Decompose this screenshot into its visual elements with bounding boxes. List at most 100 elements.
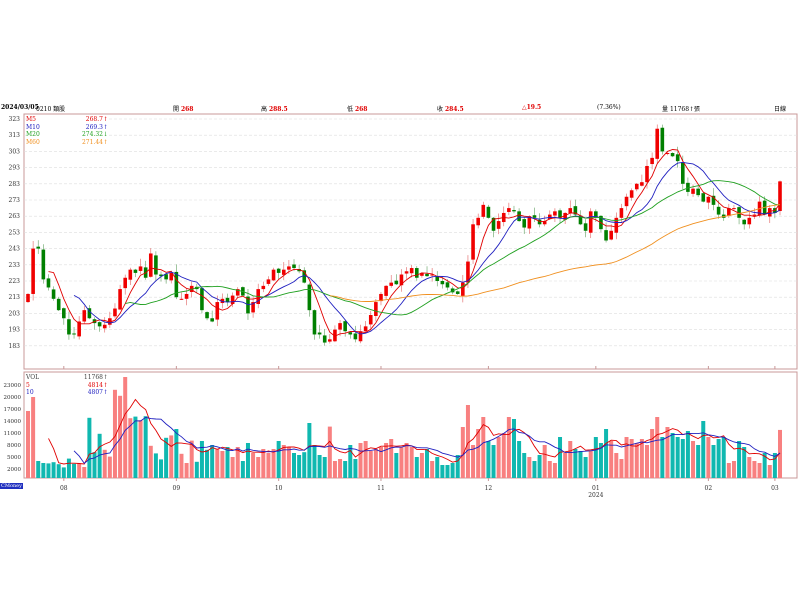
volume-bar bbox=[685, 431, 690, 478]
low-label: 低 bbox=[347, 106, 354, 113]
period-selector[interactable]: 日線 bbox=[774, 106, 787, 113]
candle-body bbox=[711, 195, 716, 205]
candle-body bbox=[148, 253, 153, 277]
volume-tick-label: 2000 bbox=[7, 467, 21, 473]
volume-bar bbox=[348, 445, 353, 478]
candle-body bbox=[174, 271, 179, 298]
candle-body bbox=[507, 208, 511, 212]
volume-bar bbox=[598, 443, 603, 478]
candle-body bbox=[614, 217, 619, 233]
volume-bar bbox=[373, 449, 378, 478]
volume-bar bbox=[726, 463, 731, 478]
candle-body bbox=[235, 289, 240, 296]
volume-bar bbox=[378, 447, 383, 478]
volume-bar bbox=[609, 441, 614, 478]
candle-body bbox=[537, 219, 542, 225]
volume-bar bbox=[481, 417, 486, 478]
candle-body bbox=[609, 230, 613, 240]
candle-body bbox=[409, 268, 414, 274]
candle-body bbox=[41, 249, 46, 280]
volume-bar bbox=[670, 433, 675, 478]
candle-body bbox=[230, 295, 235, 305]
candle-body bbox=[440, 281, 445, 285]
candle-body bbox=[732, 208, 736, 210]
volume-bar bbox=[471, 445, 476, 478]
candle-body bbox=[461, 282, 465, 296]
volume-bar bbox=[522, 453, 527, 478]
candle-body bbox=[675, 154, 680, 162]
volume-bar bbox=[107, 456, 112, 478]
volume-bar bbox=[762, 453, 767, 478]
volume-bar bbox=[737, 441, 742, 478]
legend-name: 5 bbox=[26, 381, 30, 389]
volume-bar bbox=[742, 447, 747, 478]
volume-bar bbox=[731, 461, 736, 478]
cmoney-brand[interactable]: CMoney bbox=[0, 483, 23, 489]
candle-body bbox=[517, 211, 521, 222]
legend-value: 274.32↓ bbox=[81, 131, 108, 138]
volume-bar bbox=[675, 437, 680, 478]
price-tick-label: 313 bbox=[9, 132, 21, 139]
volume-bar bbox=[56, 464, 61, 478]
candle-body bbox=[691, 188, 695, 194]
volume-bar bbox=[593, 437, 598, 478]
candle-body bbox=[113, 308, 117, 317]
volume-bar bbox=[281, 445, 286, 478]
volume-bar bbox=[465, 405, 470, 478]
legend-name: M10 bbox=[26, 123, 40, 131]
candle-body bbox=[26, 293, 30, 303]
volume-bar bbox=[123, 377, 128, 478]
price-tick-label: 243 bbox=[9, 246, 21, 253]
candle-body bbox=[573, 206, 578, 215]
candle-body bbox=[164, 274, 168, 280]
candle-body bbox=[368, 315, 373, 325]
month-label: 02 bbox=[705, 485, 713, 492]
volume-bar bbox=[343, 461, 348, 478]
volume-bar bbox=[184, 463, 189, 478]
volume-bar bbox=[399, 447, 404, 478]
volume-bar bbox=[31, 393, 36, 478]
volume-bar bbox=[307, 423, 312, 478]
candle-body bbox=[578, 215, 583, 225]
candle-body bbox=[338, 323, 342, 330]
volume-bar bbox=[747, 457, 752, 478]
volume-tick-label: 17000 bbox=[4, 407, 22, 413]
candle-body bbox=[281, 269, 286, 275]
candle-body bbox=[36, 246, 41, 249]
candle-body bbox=[46, 278, 51, 288]
volume-bar bbox=[552, 463, 557, 478]
volume-bar bbox=[230, 457, 235, 478]
candle-body bbox=[205, 312, 209, 319]
legend-m20: M20 274.32↓ bbox=[26, 131, 108, 139]
volume-bar bbox=[133, 416, 138, 478]
volume-bar bbox=[245, 443, 250, 478]
volume-bar bbox=[286, 447, 291, 478]
volume-bar bbox=[583, 457, 588, 478]
volume-bar bbox=[767, 465, 772, 478]
volume-bar bbox=[691, 441, 696, 478]
volume-bar bbox=[619, 459, 624, 478]
high-value: 288.5 bbox=[268, 106, 288, 113]
candle-body bbox=[629, 190, 634, 198]
volume-bar bbox=[414, 457, 419, 478]
candle-body bbox=[317, 332, 322, 335]
legend-m10: M10 269.3↑ bbox=[26, 124, 108, 132]
candle-body bbox=[542, 221, 547, 225]
volume-bar bbox=[235, 447, 240, 478]
high-label: 高 bbox=[261, 106, 268, 113]
volume-bar bbox=[706, 437, 711, 478]
volume-bar bbox=[435, 457, 440, 478]
volume-bar bbox=[51, 462, 56, 478]
volume-bar bbox=[159, 459, 164, 478]
volume-bar bbox=[261, 449, 266, 478]
candle-body bbox=[445, 282, 450, 288]
volume-bar bbox=[368, 451, 373, 478]
volume-bar bbox=[169, 435, 174, 478]
volume-bar bbox=[66, 458, 71, 478]
candle-body bbox=[389, 282, 394, 286]
volume-bar bbox=[558, 437, 563, 478]
month-label: 10 bbox=[275, 485, 283, 492]
open-quote: 開 268 bbox=[173, 104, 193, 113]
candle-body bbox=[727, 208, 731, 216]
